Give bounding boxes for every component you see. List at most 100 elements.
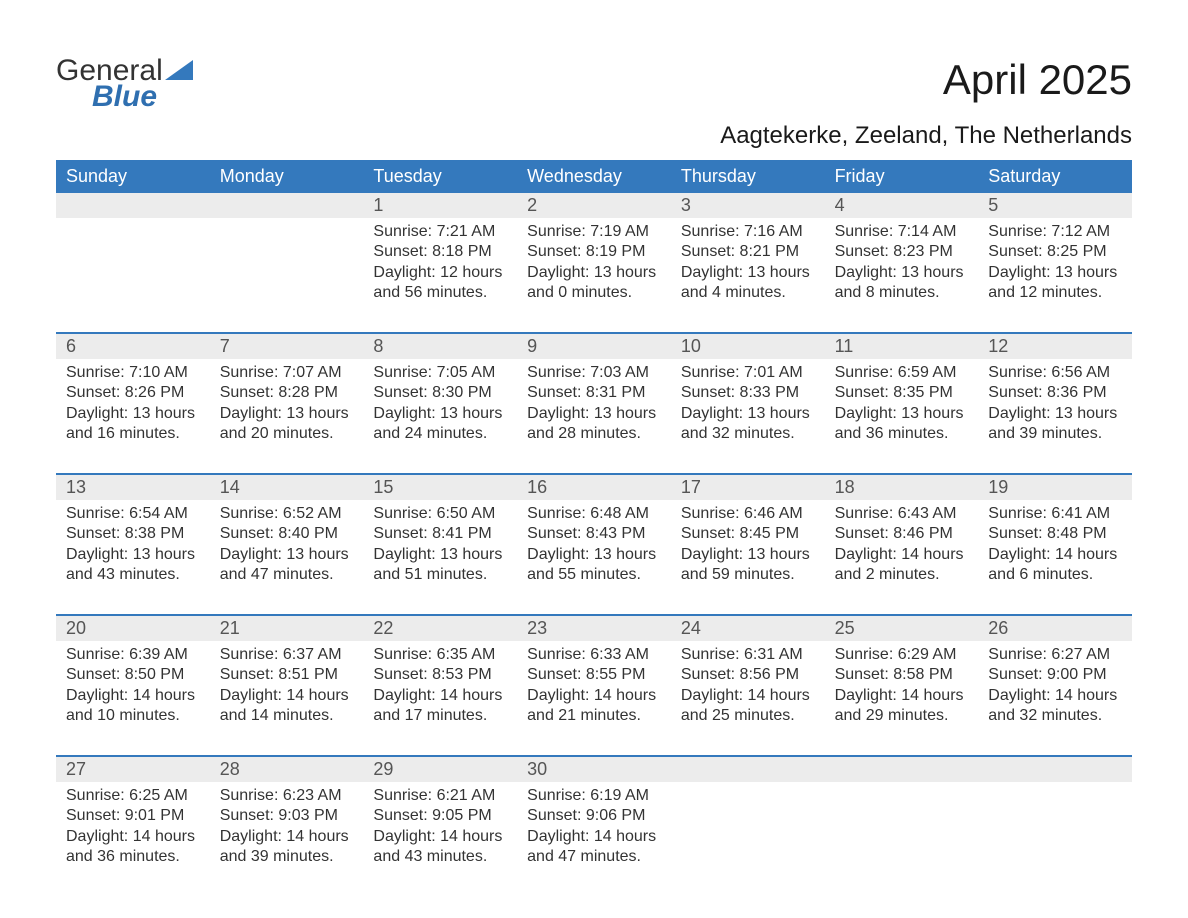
sunrise-line: Sunrise: 6:59 AM — [835, 363, 969, 383]
day-number-cell — [825, 757, 979, 782]
day-number-row: 12345 — [56, 193, 1132, 218]
sunset-line: Sunset: 8:50 PM — [66, 665, 200, 685]
daylight-line: Daylight: 13 hours and 36 minutes. — [835, 404, 969, 445]
day-content-cell: Sunrise: 6:25 AMSunset: 9:01 PMDaylight:… — [56, 782, 210, 878]
sunrise-line: Sunrise: 6:31 AM — [681, 645, 815, 665]
sunset-line: Sunset: 8:21 PM — [681, 242, 815, 262]
day-number-cell: 23 — [517, 616, 671, 641]
daylight-line: Daylight: 14 hours and 25 minutes. — [681, 686, 815, 727]
daylight-line: Daylight: 12 hours and 56 minutes. — [373, 263, 507, 304]
daylight-line: Daylight: 13 hours and 4 minutes. — [681, 263, 815, 304]
sunset-line: Sunset: 9:03 PM — [220, 806, 354, 826]
day-content-cell: Sunrise: 7:12 AMSunset: 8:25 PMDaylight:… — [978, 218, 1132, 314]
daylight-line: Daylight: 14 hours and 29 minutes. — [835, 686, 969, 727]
weekday-header: Sunday — [56, 160, 210, 193]
day-number-cell: 19 — [978, 475, 1132, 500]
daylight-line: Daylight: 13 hours and 12 minutes. — [988, 263, 1122, 304]
sunset-line: Sunset: 8:19 PM — [527, 242, 661, 262]
weekday-header: Saturday — [978, 160, 1132, 193]
weekday-header: Tuesday — [363, 160, 517, 193]
sunrise-line: Sunrise: 6:29 AM — [835, 645, 969, 665]
daylight-line: Daylight: 14 hours and 2 minutes. — [835, 545, 969, 586]
day-content-cell: Sunrise: 7:07 AMSunset: 8:28 PMDaylight:… — [210, 359, 364, 455]
sunrise-line: Sunrise: 6:48 AM — [527, 504, 661, 524]
day-content-cell: Sunrise: 6:21 AMSunset: 9:05 PMDaylight:… — [363, 782, 517, 878]
sunset-line: Sunset: 8:41 PM — [373, 524, 507, 544]
weekday-header-row: Sunday Monday Tuesday Wednesday Thursday… — [56, 160, 1132, 193]
daylight-line: Daylight: 13 hours and 47 minutes. — [220, 545, 354, 586]
sunrise-line: Sunrise: 6:50 AM — [373, 504, 507, 524]
day-number-cell: 6 — [56, 334, 210, 359]
weekday-header: Monday — [210, 160, 364, 193]
day-content-cell: Sunrise: 6:46 AMSunset: 8:45 PMDaylight:… — [671, 500, 825, 596]
sunset-line: Sunset: 8:40 PM — [220, 524, 354, 544]
day-content-cell: Sunrise: 6:29 AMSunset: 8:58 PMDaylight:… — [825, 641, 979, 737]
day-number-row: 13141516171819 — [56, 475, 1132, 500]
day-number-cell: 22 — [363, 616, 517, 641]
day-content-row: Sunrise: 6:25 AMSunset: 9:01 PMDaylight:… — [56, 782, 1132, 878]
sunset-line: Sunset: 8:33 PM — [681, 383, 815, 403]
sunrise-line: Sunrise: 6:33 AM — [527, 645, 661, 665]
day-number-cell: 8 — [363, 334, 517, 359]
daylight-line: Daylight: 14 hours and 36 minutes. — [66, 827, 200, 868]
sunset-line: Sunset: 9:06 PM — [527, 806, 661, 826]
day-content-row: Sunrise: 6:54 AMSunset: 8:38 PM Daylight:… — [56, 500, 1132, 596]
day-content-cell: Sunrise: 6:43 AMSunset: 8:46 PMDaylight:… — [825, 500, 979, 596]
daylight-line: Daylight: 13 hours and 32 minutes. — [681, 404, 815, 445]
sunset-line: Sunset: 8:45 PM — [681, 524, 815, 544]
week-block: 27282930Sunrise: 6:25 AMSunset: 9:01 PMD… — [56, 755, 1132, 878]
week-block: 20212223242526Sunrise: 6:39 AMSunset: 8:… — [56, 614, 1132, 737]
day-number-cell: 10 — [671, 334, 825, 359]
day-content-cell — [210, 218, 364, 314]
daylight-line: Daylight: 13 hours and 55 minutes. — [527, 545, 661, 586]
day-content-cell: Sunrise: 6:59 AMSunset: 8:35 PMDaylight:… — [825, 359, 979, 455]
week-block: 13141516171819Sunrise: 6:54 AMSunset: 8:… — [56, 473, 1132, 596]
sunset-line: Sunset: 8:28 PM — [220, 383, 354, 403]
sunset-line: Sunset: 8:25 PM — [988, 242, 1122, 262]
sunset-line: Sunset: 8:30 PM — [373, 383, 507, 403]
sunset-line: Sunset: 8:53 PM — [373, 665, 507, 685]
sunrise-line: Sunrise: 6:52 AM — [220, 504, 354, 524]
day-content-cell — [978, 782, 1132, 878]
sunset-line: Sunset: 8:36 PM — [988, 383, 1122, 403]
day-number-cell: 20 — [56, 616, 210, 641]
sunset-line: Sunset: 9:05 PM — [373, 806, 507, 826]
daylight-line: Daylight: 14 hours and 32 minutes. — [988, 686, 1122, 727]
sunrise-line: Sunrise: 6:41 AM — [988, 504, 1122, 524]
day-number-cell: 4 — [825, 193, 979, 218]
day-content-cell: Sunrise: 7:19 AMSunset: 8:19 PMDaylight:… — [517, 218, 671, 314]
day-number-cell: 17 — [671, 475, 825, 500]
day-number-cell: 3 — [671, 193, 825, 218]
sunset-line: Sunset: 8:55 PM — [527, 665, 661, 685]
day-number-cell: 30 — [517, 757, 671, 782]
sunrise-line: Sunrise: 6:27 AM — [988, 645, 1122, 665]
sunrise-line: Sunrise: 6:54 AM — [66, 504, 200, 524]
sunset-line: Sunset: 9:01 PM — [66, 806, 200, 826]
sunrise-line: Sunrise: 7:10 AM — [66, 363, 200, 383]
header: General Blue April 2025 Aagtekerke, Zeel… — [56, 56, 1132, 150]
weekday-header: Friday — [825, 160, 979, 193]
weeks-container: 12345Sunrise: 7:21 AMSunset: 8:18 PMDayl… — [56, 193, 1132, 878]
day-content-cell: Sunrise: 7:03 AMSunset: 8:31 PMDaylight:… — [517, 359, 671, 455]
sunset-line: Sunset: 8:18 PM — [373, 242, 507, 262]
sunrise-line: Sunrise: 7:07 AM — [220, 363, 354, 383]
day-content-cell: Sunrise: 6:48 AMSunset: 8:43 PMDaylight:… — [517, 500, 671, 596]
sunset-line: Sunset: 8:23 PM — [835, 242, 969, 262]
day-number-cell: 2 — [517, 193, 671, 218]
day-number-cell: 13 — [56, 475, 210, 500]
daylight-line: Daylight: 13 hours and 16 minutes. — [66, 404, 200, 445]
daylight-line: Daylight: 14 hours and 10 minutes. — [66, 686, 200, 727]
day-number-cell: 26 — [978, 616, 1132, 641]
sunrise-line: Sunrise: 6:46 AM — [681, 504, 815, 524]
day-number-cell: 5 — [978, 193, 1132, 218]
sunrise-line: Sunrise: 7:01 AM — [681, 363, 815, 383]
sunset-line: Sunset: 8:38 PM — [66, 524, 200, 544]
day-content-cell: Sunrise: 6:56 AMSunset: 8:36 PMDaylight:… — [978, 359, 1132, 455]
daylight-line: Daylight: 13 hours and 28 minutes. — [527, 404, 661, 445]
day-content-cell: Sunrise: 6:19 AMSunset: 9:06 PMDaylight:… — [517, 782, 671, 878]
sunrise-line: Sunrise: 7:21 AM — [373, 222, 507, 242]
day-number-cell: 14 — [210, 475, 364, 500]
day-content-cell: Sunrise: 7:14 AMSunset: 8:23 PMDaylight:… — [825, 218, 979, 314]
day-number-cell: 29 — [363, 757, 517, 782]
sunrise-line: Sunrise: 6:21 AM — [373, 786, 507, 806]
